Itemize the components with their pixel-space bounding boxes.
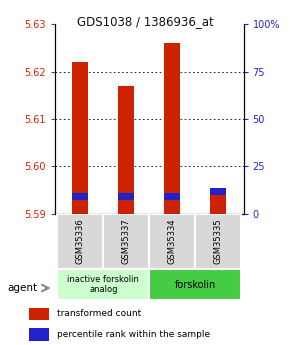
Bar — [29, 328, 49, 341]
Bar — [195, 214, 241, 269]
Bar — [118, 193, 134, 200]
Text: percentile rank within the sample: percentile rank within the sample — [57, 330, 210, 339]
Bar — [57, 214, 103, 269]
Text: transformed count: transformed count — [57, 309, 141, 318]
Text: GSM35335: GSM35335 — [214, 219, 223, 264]
Bar — [29, 308, 49, 320]
Bar — [72, 62, 88, 214]
Text: inactive forskolin
analog: inactive forskolin analog — [68, 275, 139, 294]
Text: GSM35337: GSM35337 — [122, 219, 131, 264]
Bar — [210, 188, 226, 195]
Text: GSM35336: GSM35336 — [76, 219, 85, 264]
Bar — [103, 214, 149, 269]
Text: forskolin: forskolin — [175, 280, 216, 289]
Bar — [149, 214, 195, 269]
Text: GDS1038 / 1386936_at: GDS1038 / 1386936_at — [77, 16, 213, 29]
Text: GSM35334: GSM35334 — [168, 219, 177, 264]
Bar — [149, 269, 241, 300]
Bar — [72, 193, 88, 200]
Text: agent: agent — [7, 283, 37, 293]
Bar — [164, 193, 180, 200]
Bar — [164, 43, 180, 214]
Bar — [118, 86, 134, 214]
Bar — [57, 269, 149, 300]
Bar — [210, 190, 226, 214]
